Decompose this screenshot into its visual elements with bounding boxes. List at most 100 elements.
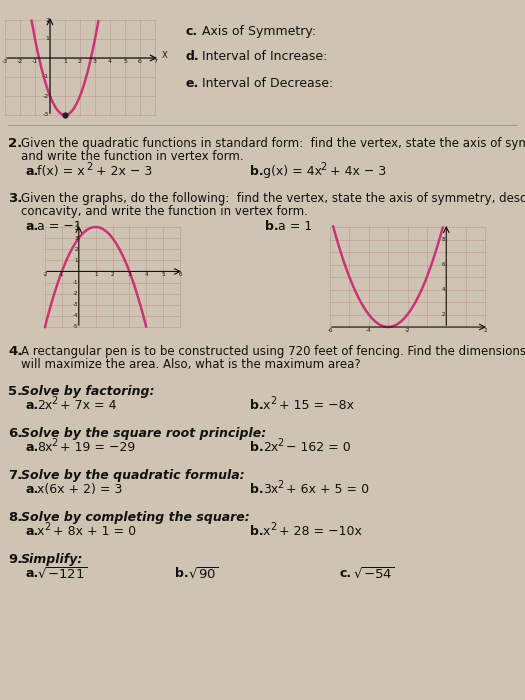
Text: -1: -1 [59,272,65,277]
Text: Given the graphs, do the following:  find the vertex, state the axis of symmetry: Given the graphs, do the following: find… [21,192,525,205]
Text: 8: 8 [442,237,445,242]
Text: x: x [263,525,270,538]
Text: a.: a. [25,165,38,178]
Text: 1: 1 [74,258,78,262]
Text: d.: d. [185,50,198,63]
Text: 3x: 3x [263,483,278,496]
Text: -2: -2 [405,328,410,333]
Text: + 4x − 3: + 4x − 3 [326,165,386,178]
Text: + 7x = 4: + 7x = 4 [56,399,117,412]
Text: 4.: 4. [8,345,23,358]
Text: 2: 2 [86,162,92,172]
Text: 2: 2 [74,246,78,252]
Text: b.: b. [175,567,188,580]
Text: will maximize the area. Also, what is the maximum area?: will maximize the area. Also, what is th… [21,358,361,371]
Text: X: X [162,50,168,60]
Text: 9.: 9. [8,553,22,566]
Text: Given the quadratic functions in standard form:  find the vertex, state the axis: Given the quadratic functions in standar… [21,137,525,150]
Text: Solve by factoring:: Solve by factoring: [21,385,154,398]
Text: 6: 6 [138,59,142,64]
Text: -4: -4 [366,328,372,333]
Text: + 8x + 1 = 0: + 8x + 1 = 0 [49,525,136,538]
Text: a.: a. [25,525,38,538]
Text: -1: -1 [32,59,38,64]
Text: b.: b. [250,399,264,412]
Text: a.: a. [25,441,38,454]
Text: 2: 2 [51,396,57,406]
Text: 8x: 8x [37,441,52,454]
Text: + 2x − 3: + 2x − 3 [92,165,152,178]
Text: e.: e. [185,77,198,90]
Text: a = 1: a = 1 [278,220,312,233]
Text: concavity, and write the function in vertex form.: concavity, and write the function in ver… [21,205,308,218]
Text: 2: 2 [51,438,57,448]
Text: -2: -2 [42,272,48,277]
Text: 3: 3 [74,236,78,241]
Text: 1: 1 [63,59,67,64]
Text: a.: a. [25,220,38,233]
Text: 2: 2 [44,522,50,532]
Text: 2: 2 [270,396,276,406]
Text: f(x) = x: f(x) = x [37,165,85,178]
Text: 4: 4 [442,287,445,292]
Text: 3: 3 [128,272,131,277]
Text: g(x) = 4x: g(x) = 4x [263,165,322,178]
Text: b.: b. [250,441,264,454]
Text: and write the function in vertex form.: and write the function in vertex form. [21,150,244,163]
Text: 2: 2 [270,522,276,532]
Text: $\sqrt{-121}$: $\sqrt{-121}$ [37,567,87,582]
Text: Simplify:: Simplify: [21,553,83,566]
Text: -2: -2 [43,94,49,99]
Text: -3: -3 [72,302,78,307]
Text: $\sqrt{90}$: $\sqrt{90}$ [188,567,218,582]
Text: 6.: 6. [8,427,23,440]
Text: Axis of Symmetry:: Axis of Symmetry: [198,25,316,38]
Text: b.: b. [250,525,264,538]
Text: 4: 4 [144,272,148,277]
Text: 2: 2 [111,272,114,277]
Text: A rectangular pen is to be constructed using 720 feet of fencing. Find the dimen: A rectangular pen is to be constructed u… [21,345,525,358]
Text: Interval of Increase:: Interval of Increase: [198,50,328,63]
Text: 2: 2 [277,438,284,448]
Text: -3: -3 [2,59,8,64]
Text: 6: 6 [442,262,445,267]
Text: 4: 4 [74,225,78,230]
Text: 3: 3 [93,59,97,64]
Text: 2: 2 [483,328,487,333]
Text: 2: 2 [45,18,49,22]
Text: b.: b. [250,483,264,496]
Text: 2: 2 [78,59,82,64]
Text: -5: -5 [72,325,78,330]
Text: 2x: 2x [37,399,52,412]
Text: x: x [263,399,270,412]
Text: $\sqrt{-54}$: $\sqrt{-54}$ [353,567,395,582]
Text: 8.: 8. [8,511,23,524]
Text: + 15 = −8x: + 15 = −8x [275,399,354,412]
Text: a = −1: a = −1 [37,220,82,233]
Text: 6: 6 [178,272,182,277]
Text: 5: 5 [161,272,165,277]
Text: x: x [37,525,45,538]
Text: 3.: 3. [8,192,23,205]
Text: a.: a. [25,483,38,496]
Text: c.: c. [340,567,352,580]
Text: Solve by completing the square:: Solve by completing the square: [21,511,250,524]
Text: 7.: 7. [8,469,22,482]
Text: 5: 5 [123,59,127,64]
Text: x(6x + 2) = 3: x(6x + 2) = 3 [37,483,122,496]
Text: 2: 2 [320,162,326,172]
Text: c.: c. [185,25,197,38]
Text: a.: a. [25,399,38,412]
Text: + 28 = −10x: + 28 = −10x [275,525,362,538]
Text: -4: -4 [72,314,78,318]
Text: -1: -1 [43,74,49,80]
Text: Interval of Decrease:: Interval of Decrease: [198,77,333,90]
Text: b.: b. [250,165,264,178]
Text: b.: b. [265,220,279,233]
Text: a.: a. [25,567,38,580]
Text: 7: 7 [153,59,157,64]
Text: + 19 = −29: + 19 = −29 [56,441,135,454]
Text: -2: -2 [72,291,78,296]
Text: Solve by the quadratic formula:: Solve by the quadratic formula: [21,469,245,482]
Text: Solve by the square root principle:: Solve by the square root principle: [21,427,266,440]
